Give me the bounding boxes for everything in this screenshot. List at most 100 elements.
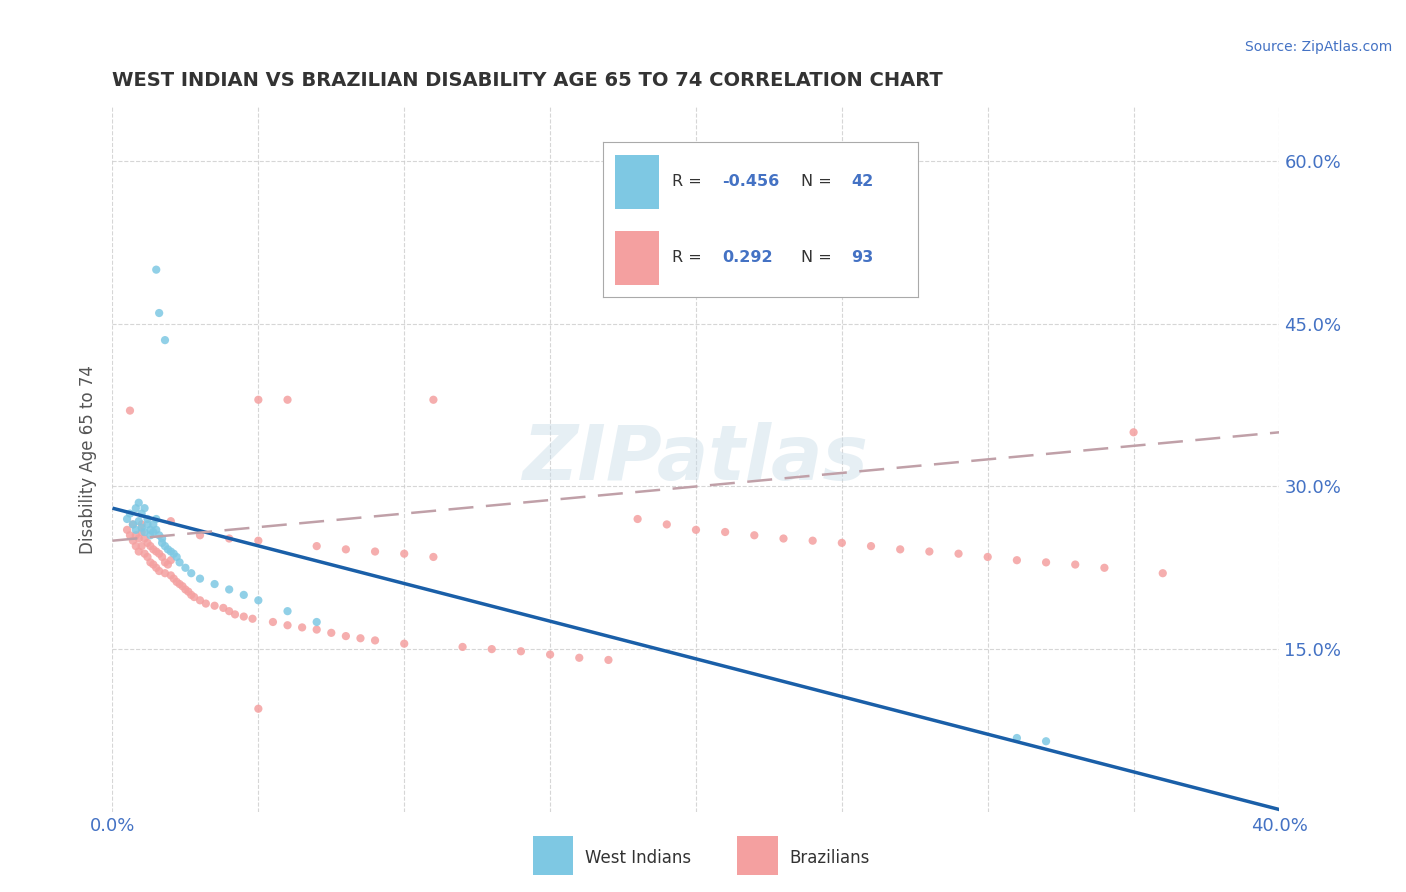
Point bbox=[627, 512, 650, 526]
Point bbox=[224, 607, 246, 622]
Point bbox=[742, 528, 765, 542]
Point bbox=[174, 582, 197, 597]
Point bbox=[948, 547, 970, 561]
Point bbox=[1064, 558, 1087, 572]
Point bbox=[481, 642, 503, 657]
Point bbox=[232, 609, 254, 624]
Text: WEST INDIAN VS BRAZILIAN DISABILITY AGE 65 TO 74 CORRELATION CHART: WEST INDIAN VS BRAZILIAN DISABILITY AGE … bbox=[112, 71, 943, 90]
Point bbox=[142, 558, 165, 572]
Point bbox=[918, 544, 941, 558]
Point bbox=[204, 599, 226, 613]
Point bbox=[180, 566, 202, 581]
Point bbox=[148, 547, 170, 561]
Point bbox=[150, 549, 173, 564]
Point bbox=[145, 512, 167, 526]
Point bbox=[247, 392, 270, 407]
Point bbox=[150, 536, 173, 550]
Point bbox=[394, 547, 416, 561]
Point bbox=[118, 403, 141, 417]
Point bbox=[889, 542, 911, 557]
Point bbox=[125, 539, 148, 553]
Point bbox=[247, 702, 270, 716]
Point bbox=[145, 544, 167, 558]
Text: Brazilians: Brazilians bbox=[789, 848, 870, 866]
Point bbox=[142, 542, 165, 557]
Point bbox=[145, 262, 167, 277]
Point bbox=[1005, 731, 1028, 745]
Point bbox=[139, 528, 162, 542]
Point bbox=[134, 524, 156, 539]
Point bbox=[125, 528, 148, 542]
Point bbox=[166, 574, 188, 589]
Point bbox=[262, 615, 284, 629]
Point bbox=[394, 637, 416, 651]
Point bbox=[188, 593, 211, 607]
Point bbox=[218, 582, 240, 597]
Point bbox=[1152, 566, 1174, 581]
Point bbox=[568, 650, 591, 665]
Point bbox=[321, 625, 343, 640]
Point bbox=[174, 561, 197, 575]
Point bbox=[134, 532, 156, 546]
Point bbox=[118, 528, 141, 542]
Point bbox=[714, 524, 737, 539]
Point bbox=[148, 564, 170, 578]
Point bbox=[153, 555, 176, 569]
Point bbox=[163, 547, 186, 561]
Point bbox=[131, 521, 153, 535]
Point bbox=[1122, 425, 1144, 440]
Point bbox=[139, 539, 162, 553]
Point bbox=[128, 544, 150, 558]
Point bbox=[134, 547, 156, 561]
Point bbox=[142, 524, 165, 539]
Point bbox=[218, 532, 240, 546]
Point bbox=[136, 536, 159, 550]
Point bbox=[128, 532, 150, 546]
Point bbox=[232, 588, 254, 602]
Text: West Indians: West Indians bbox=[585, 848, 692, 866]
Point bbox=[364, 633, 387, 648]
Point bbox=[188, 572, 211, 586]
Point bbox=[156, 542, 179, 557]
Point bbox=[598, 653, 620, 667]
Point bbox=[976, 549, 998, 564]
Point bbox=[242, 612, 264, 626]
Text: ZIPatlas: ZIPatlas bbox=[523, 423, 869, 496]
Point bbox=[212, 601, 235, 615]
Point bbox=[153, 333, 176, 347]
Point bbox=[128, 496, 150, 510]
Point bbox=[177, 584, 200, 599]
Point bbox=[160, 553, 183, 567]
Point bbox=[860, 539, 883, 553]
Point bbox=[153, 566, 176, 581]
Point bbox=[1035, 734, 1057, 748]
Point bbox=[451, 640, 474, 654]
Y-axis label: Disability Age 65 to 74: Disability Age 65 to 74 bbox=[79, 365, 97, 554]
Point bbox=[131, 539, 153, 553]
Point bbox=[422, 392, 444, 407]
Point bbox=[139, 555, 162, 569]
Point bbox=[172, 579, 194, 593]
Point bbox=[183, 590, 205, 604]
Point bbox=[194, 597, 217, 611]
Point bbox=[145, 523, 167, 537]
Point bbox=[139, 523, 162, 537]
Point bbox=[801, 533, 824, 548]
Point bbox=[685, 523, 707, 537]
Point bbox=[188, 528, 211, 542]
Point bbox=[349, 632, 371, 646]
Point bbox=[145, 561, 167, 575]
Point bbox=[180, 588, 202, 602]
Point bbox=[364, 544, 387, 558]
Point bbox=[142, 517, 165, 532]
Point bbox=[1035, 555, 1057, 569]
Point bbox=[335, 542, 357, 557]
Point bbox=[247, 533, 270, 548]
Point bbox=[305, 615, 328, 629]
Point bbox=[276, 618, 298, 632]
Point bbox=[131, 524, 153, 539]
Point bbox=[422, 549, 444, 564]
Point bbox=[655, 517, 678, 532]
Point bbox=[169, 577, 191, 591]
Point bbox=[136, 517, 159, 532]
